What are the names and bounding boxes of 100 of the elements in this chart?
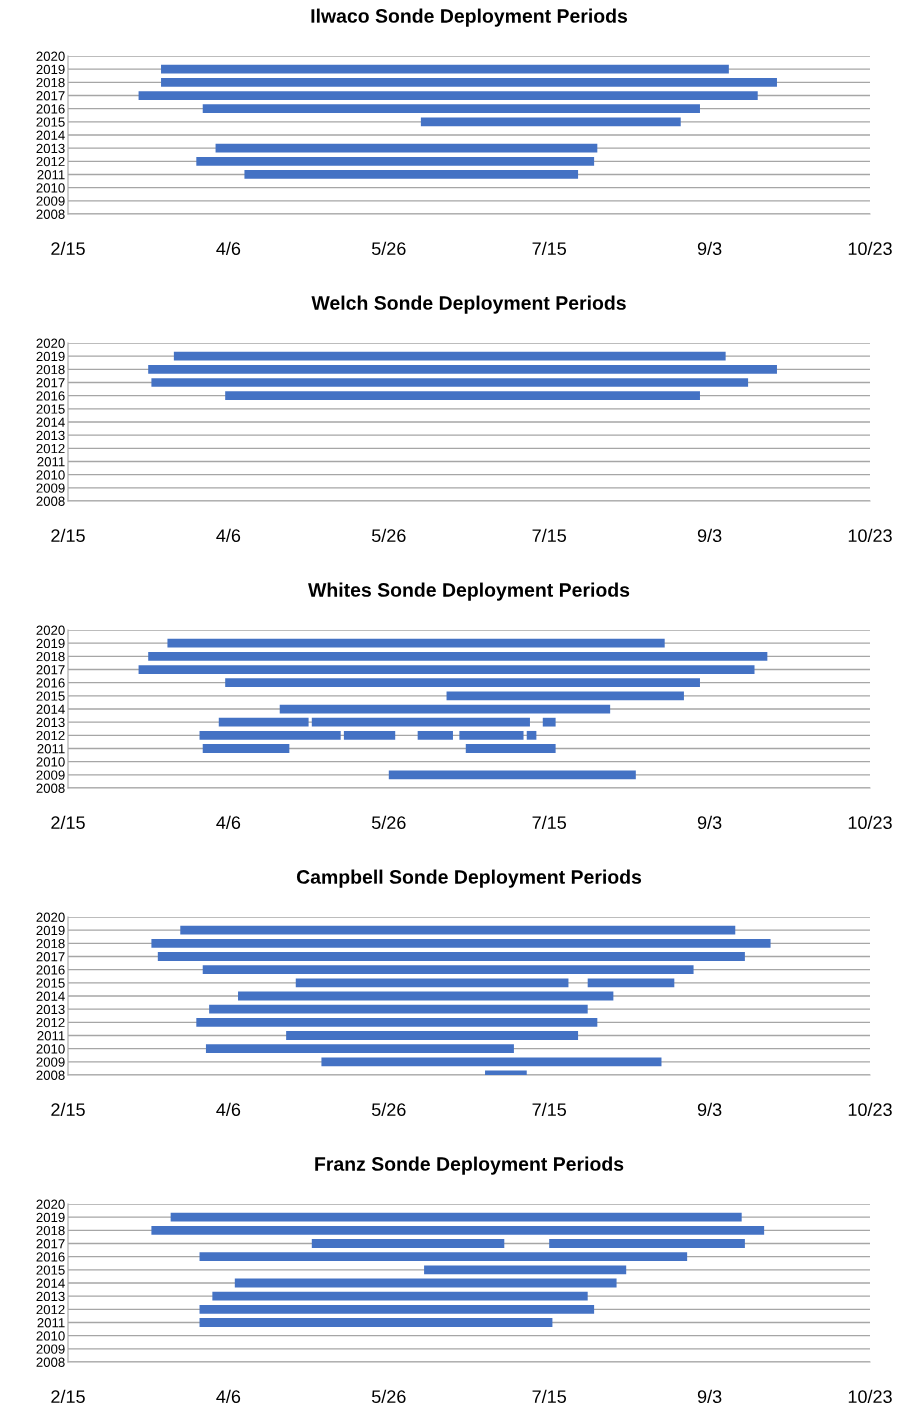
y-tick-label: 2019 [36, 64, 65, 75]
y-tick-label: 2018 [36, 77, 65, 88]
y-tick-label: 2010 [36, 757, 65, 767]
y-tick-label: 2011 [37, 170, 65, 180]
x-tick-label: 9/3 [697, 528, 722, 543]
y-tick-label: 2012 [36, 730, 65, 741]
x-tick-label: 10/23 [848, 815, 892, 830]
y-tick-label: 2008 [36, 209, 65, 219]
y-tick-label: 2020 [36, 51, 65, 61]
x-tick-label: 4/6 [216, 1102, 241, 1117]
y-tick-label: 2019 [36, 1212, 65, 1223]
y-tick-label: 2015 [36, 404, 65, 414]
y-tick-label: 2019 [36, 638, 65, 649]
x-tick-label: 10/23 [848, 241, 892, 256]
y-tick-label: 2014 [36, 991, 65, 1001]
x-tick-label: 2/15 [51, 528, 85, 543]
x-tick-label: 2/15 [51, 1389, 85, 1404]
y-tick-label: 2010 [36, 1331, 65, 1341]
y-tick-label: 2012 [36, 1017, 65, 1028]
y-tick-label: 2010 [36, 470, 65, 480]
y-tick-label: 2009 [36, 483, 65, 493]
x-tick-label: 4/6 [216, 1389, 241, 1404]
y-tick-label: 2016 [36, 678, 65, 688]
x-tick-label: 9/3 [697, 241, 722, 256]
y-tick-label: 2020 [36, 338, 65, 348]
y-tick-label: 2018 [36, 364, 65, 375]
x-tick-label: 7/15 [532, 1102, 567, 1117]
x-tick-label: 4/6 [216, 528, 241, 543]
y-tick-label: 2009 [36, 1344, 65, 1354]
y-tick-label: 2015 [36, 1265, 65, 1275]
y-tick-label: 2013 [36, 430, 65, 441]
y-tick-label: 2009 [36, 770, 65, 780]
y-tick-label: 2020 [36, 1199, 65, 1209]
x-tick-label: 2/15 [51, 1102, 85, 1117]
y-tick-label: 2010 [36, 1044, 65, 1054]
y-tick-label: 2014 [36, 417, 65, 427]
y-tick-label: 2010 [36, 183, 65, 193]
y-tick-label: 2017 [36, 1239, 65, 1249]
y-tick-label: 2020 [36, 625, 65, 635]
chart-title: Campbell Sonde Deployment Periods [296, 869, 642, 888]
y-tick-label: 2008 [36, 496, 65, 506]
y-tick-label: 2015 [36, 691, 65, 701]
y-tick-label: 2016 [36, 391, 65, 401]
y-tick-label: 2008 [36, 1070, 65, 1080]
y-tick-label: 2017 [36, 952, 65, 962]
y-tick-label: 2011 [37, 457, 65, 467]
y-tick-label: 2014 [36, 1278, 65, 1288]
y-tick-label: 2015 [36, 978, 65, 988]
y-tick-label: 2020 [36, 912, 65, 922]
y-tick-label: 2008 [36, 1357, 65, 1367]
y-tick-label: 2009 [36, 1057, 65, 1067]
x-tick-label: 7/15 [532, 528, 567, 543]
y-tick-label: 2014 [36, 130, 65, 140]
x-tick-label: 10/23 [848, 528, 892, 543]
x-tick-label: 9/3 [697, 1389, 722, 1404]
x-tick-label: 5/26 [371, 241, 406, 256]
x-tick-label: 9/3 [697, 1102, 722, 1117]
y-tick-label: 2014 [36, 704, 65, 714]
chart-title: Whites Sonde Deployment Periods [308, 582, 630, 601]
x-tick-label: 4/6 [216, 815, 241, 830]
y-tick-label: 2012 [36, 1304, 65, 1315]
y-tick-label: 2011 [37, 744, 65, 754]
y-tick-label: 2013 [36, 717, 65, 728]
y-tick-label: 2019 [36, 925, 65, 936]
y-tick-label: 2013 [36, 1004, 65, 1015]
chart-title: Franz Sonde Deployment Periods [315, 1156, 624, 1175]
x-tick-label: 5/26 [371, 1389, 406, 1404]
x-tick-label: 10/23 [848, 1389, 892, 1404]
y-tick-label: 2018 [36, 938, 65, 949]
x-tick-label: 2/15 [51, 241, 85, 256]
x-tick-label: 5/26 [371, 1102, 406, 1117]
y-tick-label: 2008 [36, 783, 65, 793]
y-tick-label: 2009 [36, 196, 65, 206]
x-tick-label: 2/15 [51, 815, 85, 830]
y-tick-label: 2016 [36, 104, 65, 114]
y-tick-label: 2011 [37, 1031, 65, 1041]
y-tick-label: 2013 [36, 143, 65, 154]
x-tick-label: 10/23 [848, 1102, 892, 1117]
x-tick-label: 9/3 [697, 815, 722, 830]
y-tick-label: 2017 [36, 91, 65, 101]
y-tick-label: 2013 [36, 1291, 65, 1302]
x-tick-label: 7/15 [532, 815, 567, 830]
y-tick-label: 2012 [36, 156, 65, 167]
chart-title: Welch Sonde Deployment Periods [311, 295, 626, 314]
x-tick-label: 5/26 [371, 528, 406, 543]
chart-title: Ilwaco Sonde Deployment Periods [311, 8, 628, 27]
y-tick-label: 2015 [36, 117, 65, 127]
y-tick-label: 2018 [36, 651, 65, 662]
x-tick-label: 4/6 [216, 241, 241, 256]
y-tick-label: 2019 [36, 351, 65, 362]
y-tick-label: 2018 [36, 1225, 65, 1236]
x-tick-label: 7/15 [532, 1389, 567, 1404]
y-tick-label: 2017 [36, 378, 65, 388]
y-tick-label: 2012 [36, 443, 65, 454]
x-tick-label: 5/26 [371, 815, 406, 830]
x-tick-label: 7/15 [532, 241, 567, 256]
y-tick-label: 2017 [36, 665, 65, 675]
y-tick-label: 2016 [36, 1252, 65, 1262]
y-tick-label: 2016 [36, 965, 65, 975]
y-tick-label: 2011 [37, 1318, 65, 1328]
